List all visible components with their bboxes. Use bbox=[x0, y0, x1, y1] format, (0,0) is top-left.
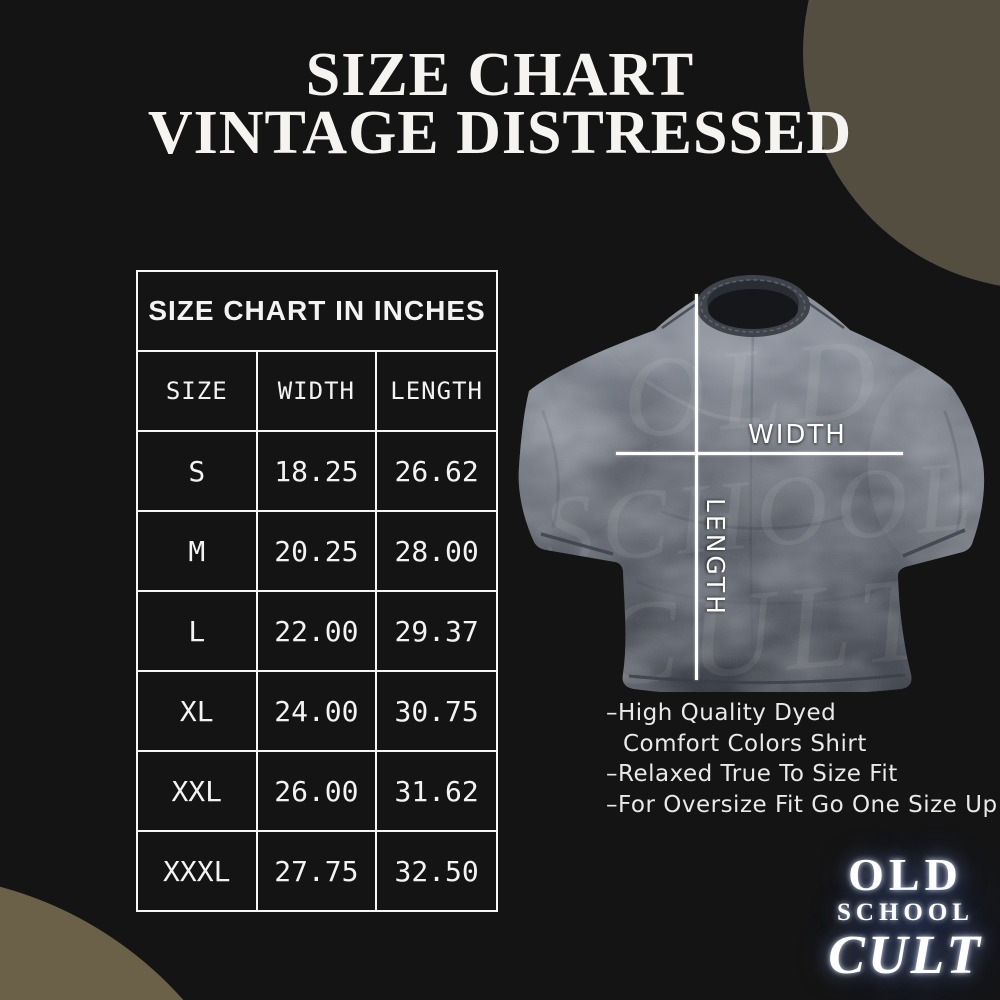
table-title: SIZE CHART IN INCHES bbox=[136, 270, 498, 352]
note-line: –For Oversize Fit Go One Size Up bbox=[606, 791, 998, 818]
page-title-line1: SIZE CHART bbox=[305, 41, 695, 109]
table-row: XXL 26.00 31.62 bbox=[136, 750, 498, 832]
product-notes: –High Quality Dyed Comfort Colors Shirt … bbox=[606, 698, 998, 820]
logo-line-school: SCHOOL bbox=[837, 899, 974, 926]
length-cell: 32.50 bbox=[375, 830, 498, 912]
note-line: –High Quality Dyed bbox=[606, 700, 837, 726]
width-label: WIDTH bbox=[748, 420, 847, 450]
length-cell: 26.62 bbox=[375, 430, 498, 512]
tshirt-photo: OLD SCHOOL CULT bbox=[518, 275, 985, 692]
table-row: M 20.25 28.00 bbox=[136, 510, 498, 592]
size-cell: XXXL bbox=[136, 830, 258, 912]
width-cell: 24.00 bbox=[255, 670, 378, 752]
size-cell: L bbox=[136, 590, 258, 672]
size-cell: XL bbox=[136, 670, 258, 752]
width-cell: 26.00 bbox=[255, 750, 378, 832]
table-row: L 22.00 29.37 bbox=[136, 590, 498, 672]
width-cell: 20.25 bbox=[255, 510, 378, 592]
length-cell: 29.37 bbox=[375, 590, 498, 672]
length-measure-line bbox=[695, 294, 698, 680]
table-row: XXXL 27.75 32.50 bbox=[136, 830, 498, 912]
svg-text:CULT: CULT bbox=[592, 550, 940, 692]
size-cell: S bbox=[136, 430, 258, 512]
size-chart-table: SIZE CHART IN INCHES SIZE WIDTH LENGTH S… bbox=[136, 270, 498, 912]
page-title: SIZE CHART VINTAGE DISTRESSED bbox=[0, 41, 1000, 167]
size-cell: M bbox=[136, 510, 258, 592]
column-header-size: SIZE bbox=[136, 350, 258, 432]
shirt-collar bbox=[696, 275, 810, 337]
width-cell: 22.00 bbox=[255, 590, 378, 672]
length-cell: 28.00 bbox=[375, 510, 498, 592]
width-cell: 27.75 bbox=[255, 830, 378, 912]
logo-line-old: OLD bbox=[848, 849, 963, 900]
width-measure-line bbox=[616, 452, 903, 455]
table-row: S 18.25 26.62 bbox=[136, 430, 498, 512]
note-line: Comfort Colors Shirt bbox=[623, 730, 867, 757]
width-cell: 18.25 bbox=[255, 430, 378, 512]
column-header-width: WIDTH bbox=[255, 350, 378, 432]
note-line: –Relaxed True To Size Fit bbox=[606, 761, 898, 787]
page-title-line2: VINTAGE DISTRESSED bbox=[147, 99, 853, 167]
column-header-length: LENGTH bbox=[375, 350, 498, 432]
length-cell: 30.75 bbox=[375, 670, 498, 752]
length-label: LENGTH bbox=[701, 498, 730, 617]
svg-text:OLD: OLD bbox=[617, 313, 893, 463]
logo-glow bbox=[790, 830, 1000, 1000]
size-cell: XXL bbox=[136, 750, 258, 832]
brand-logo: OLD SCHOOL CULT bbox=[818, 849, 993, 985]
table-row: XL 24.00 30.75 bbox=[136, 670, 498, 752]
length-cell: 31.62 bbox=[375, 750, 498, 832]
logo-line-cult: CULT bbox=[828, 924, 983, 985]
